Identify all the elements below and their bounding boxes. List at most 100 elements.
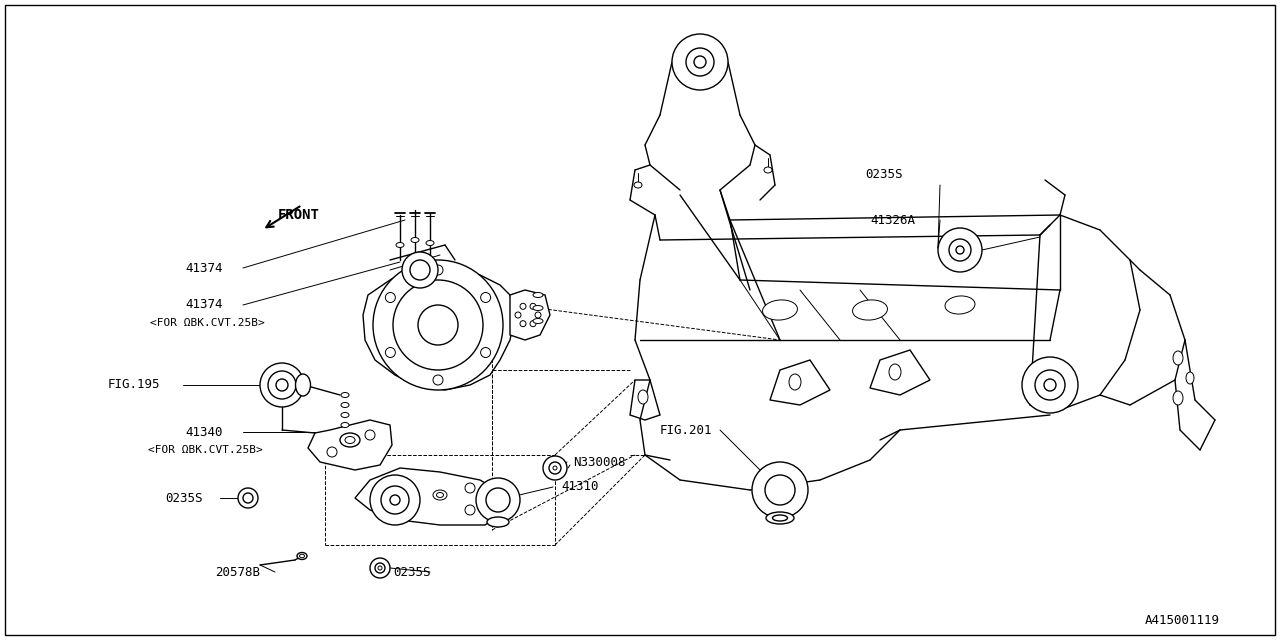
Circle shape <box>419 305 458 345</box>
Circle shape <box>465 505 475 515</box>
Ellipse shape <box>634 182 643 188</box>
Text: FIG.201: FIG.201 <box>660 424 713 436</box>
Circle shape <box>465 483 475 493</box>
Circle shape <box>410 260 430 280</box>
Ellipse shape <box>300 554 305 557</box>
Circle shape <box>672 34 728 90</box>
Circle shape <box>938 228 982 272</box>
Text: FIG.195: FIG.195 <box>108 378 160 392</box>
Ellipse shape <box>340 392 349 397</box>
Circle shape <box>535 312 541 318</box>
Circle shape <box>753 462 808 518</box>
Circle shape <box>393 280 483 370</box>
Circle shape <box>549 462 561 474</box>
Circle shape <box>1021 357 1078 413</box>
Ellipse shape <box>788 374 801 390</box>
Circle shape <box>480 292 490 303</box>
Circle shape <box>948 239 972 261</box>
Text: A415001119: A415001119 <box>1146 614 1220 627</box>
Polygon shape <box>630 380 660 420</box>
Ellipse shape <box>426 241 434 246</box>
Circle shape <box>1044 379 1056 391</box>
Circle shape <box>476 478 520 522</box>
Text: 0235S: 0235S <box>865 168 902 182</box>
Circle shape <box>515 312 521 318</box>
Ellipse shape <box>396 243 404 248</box>
Circle shape <box>238 488 259 508</box>
Circle shape <box>370 475 420 525</box>
Ellipse shape <box>411 237 419 243</box>
Ellipse shape <box>1172 351 1183 365</box>
Ellipse shape <box>340 433 360 447</box>
Text: 41310: 41310 <box>561 481 599 493</box>
Circle shape <box>686 48 714 76</box>
Circle shape <box>365 430 375 440</box>
Ellipse shape <box>1187 372 1194 384</box>
Circle shape <box>385 348 396 358</box>
Polygon shape <box>364 265 515 390</box>
Ellipse shape <box>340 413 349 417</box>
Ellipse shape <box>532 292 543 298</box>
Text: FRONT: FRONT <box>278 208 320 222</box>
Text: 41326A: 41326A <box>870 214 915 227</box>
Ellipse shape <box>945 296 975 314</box>
Circle shape <box>370 558 390 578</box>
Circle shape <box>553 466 557 470</box>
Circle shape <box>260 363 305 407</box>
Ellipse shape <box>340 422 349 428</box>
Circle shape <box>378 566 381 570</box>
Polygon shape <box>870 350 931 395</box>
Circle shape <box>1036 370 1065 400</box>
Circle shape <box>381 486 410 514</box>
Circle shape <box>276 379 288 391</box>
Ellipse shape <box>486 517 509 527</box>
Polygon shape <box>509 290 550 340</box>
Circle shape <box>372 260 503 390</box>
Circle shape <box>486 488 509 512</box>
Text: 41340: 41340 <box>186 426 223 438</box>
Text: 20578B: 20578B <box>215 566 260 579</box>
Text: <FOR ΩBK.CVT.25B>: <FOR ΩBK.CVT.25B> <box>150 318 265 328</box>
Circle shape <box>268 371 296 399</box>
Ellipse shape <box>763 300 797 320</box>
Text: 41374: 41374 <box>186 298 223 312</box>
Ellipse shape <box>773 515 787 521</box>
Ellipse shape <box>433 490 447 500</box>
Polygon shape <box>355 468 500 525</box>
Circle shape <box>543 456 567 480</box>
Circle shape <box>520 321 526 326</box>
Ellipse shape <box>637 390 648 404</box>
Ellipse shape <box>340 403 349 408</box>
Ellipse shape <box>852 300 887 320</box>
Polygon shape <box>308 420 392 470</box>
Circle shape <box>402 252 438 288</box>
Ellipse shape <box>436 493 443 497</box>
Circle shape <box>530 321 536 326</box>
Circle shape <box>956 246 964 254</box>
Circle shape <box>385 292 396 303</box>
Text: 0235S: 0235S <box>393 566 430 579</box>
Circle shape <box>390 495 399 505</box>
Ellipse shape <box>532 305 543 310</box>
Text: 0235S: 0235S <box>165 492 202 504</box>
Ellipse shape <box>890 364 901 380</box>
Ellipse shape <box>346 436 355 444</box>
Circle shape <box>694 56 707 68</box>
Ellipse shape <box>297 552 307 559</box>
Ellipse shape <box>296 374 311 396</box>
Ellipse shape <box>765 512 794 524</box>
Circle shape <box>375 563 385 573</box>
Circle shape <box>520 303 526 309</box>
Ellipse shape <box>532 319 543 323</box>
Text: 41374: 41374 <box>186 262 223 275</box>
Circle shape <box>530 303 536 309</box>
Circle shape <box>326 447 337 457</box>
Text: N330008: N330008 <box>573 456 626 468</box>
Circle shape <box>480 348 490 358</box>
Circle shape <box>433 265 443 275</box>
Circle shape <box>433 375 443 385</box>
Circle shape <box>243 493 253 503</box>
Circle shape <box>765 475 795 505</box>
Text: <FOR ΩBK.CVT.25B>: <FOR ΩBK.CVT.25B> <box>148 445 262 455</box>
Ellipse shape <box>1172 391 1183 405</box>
